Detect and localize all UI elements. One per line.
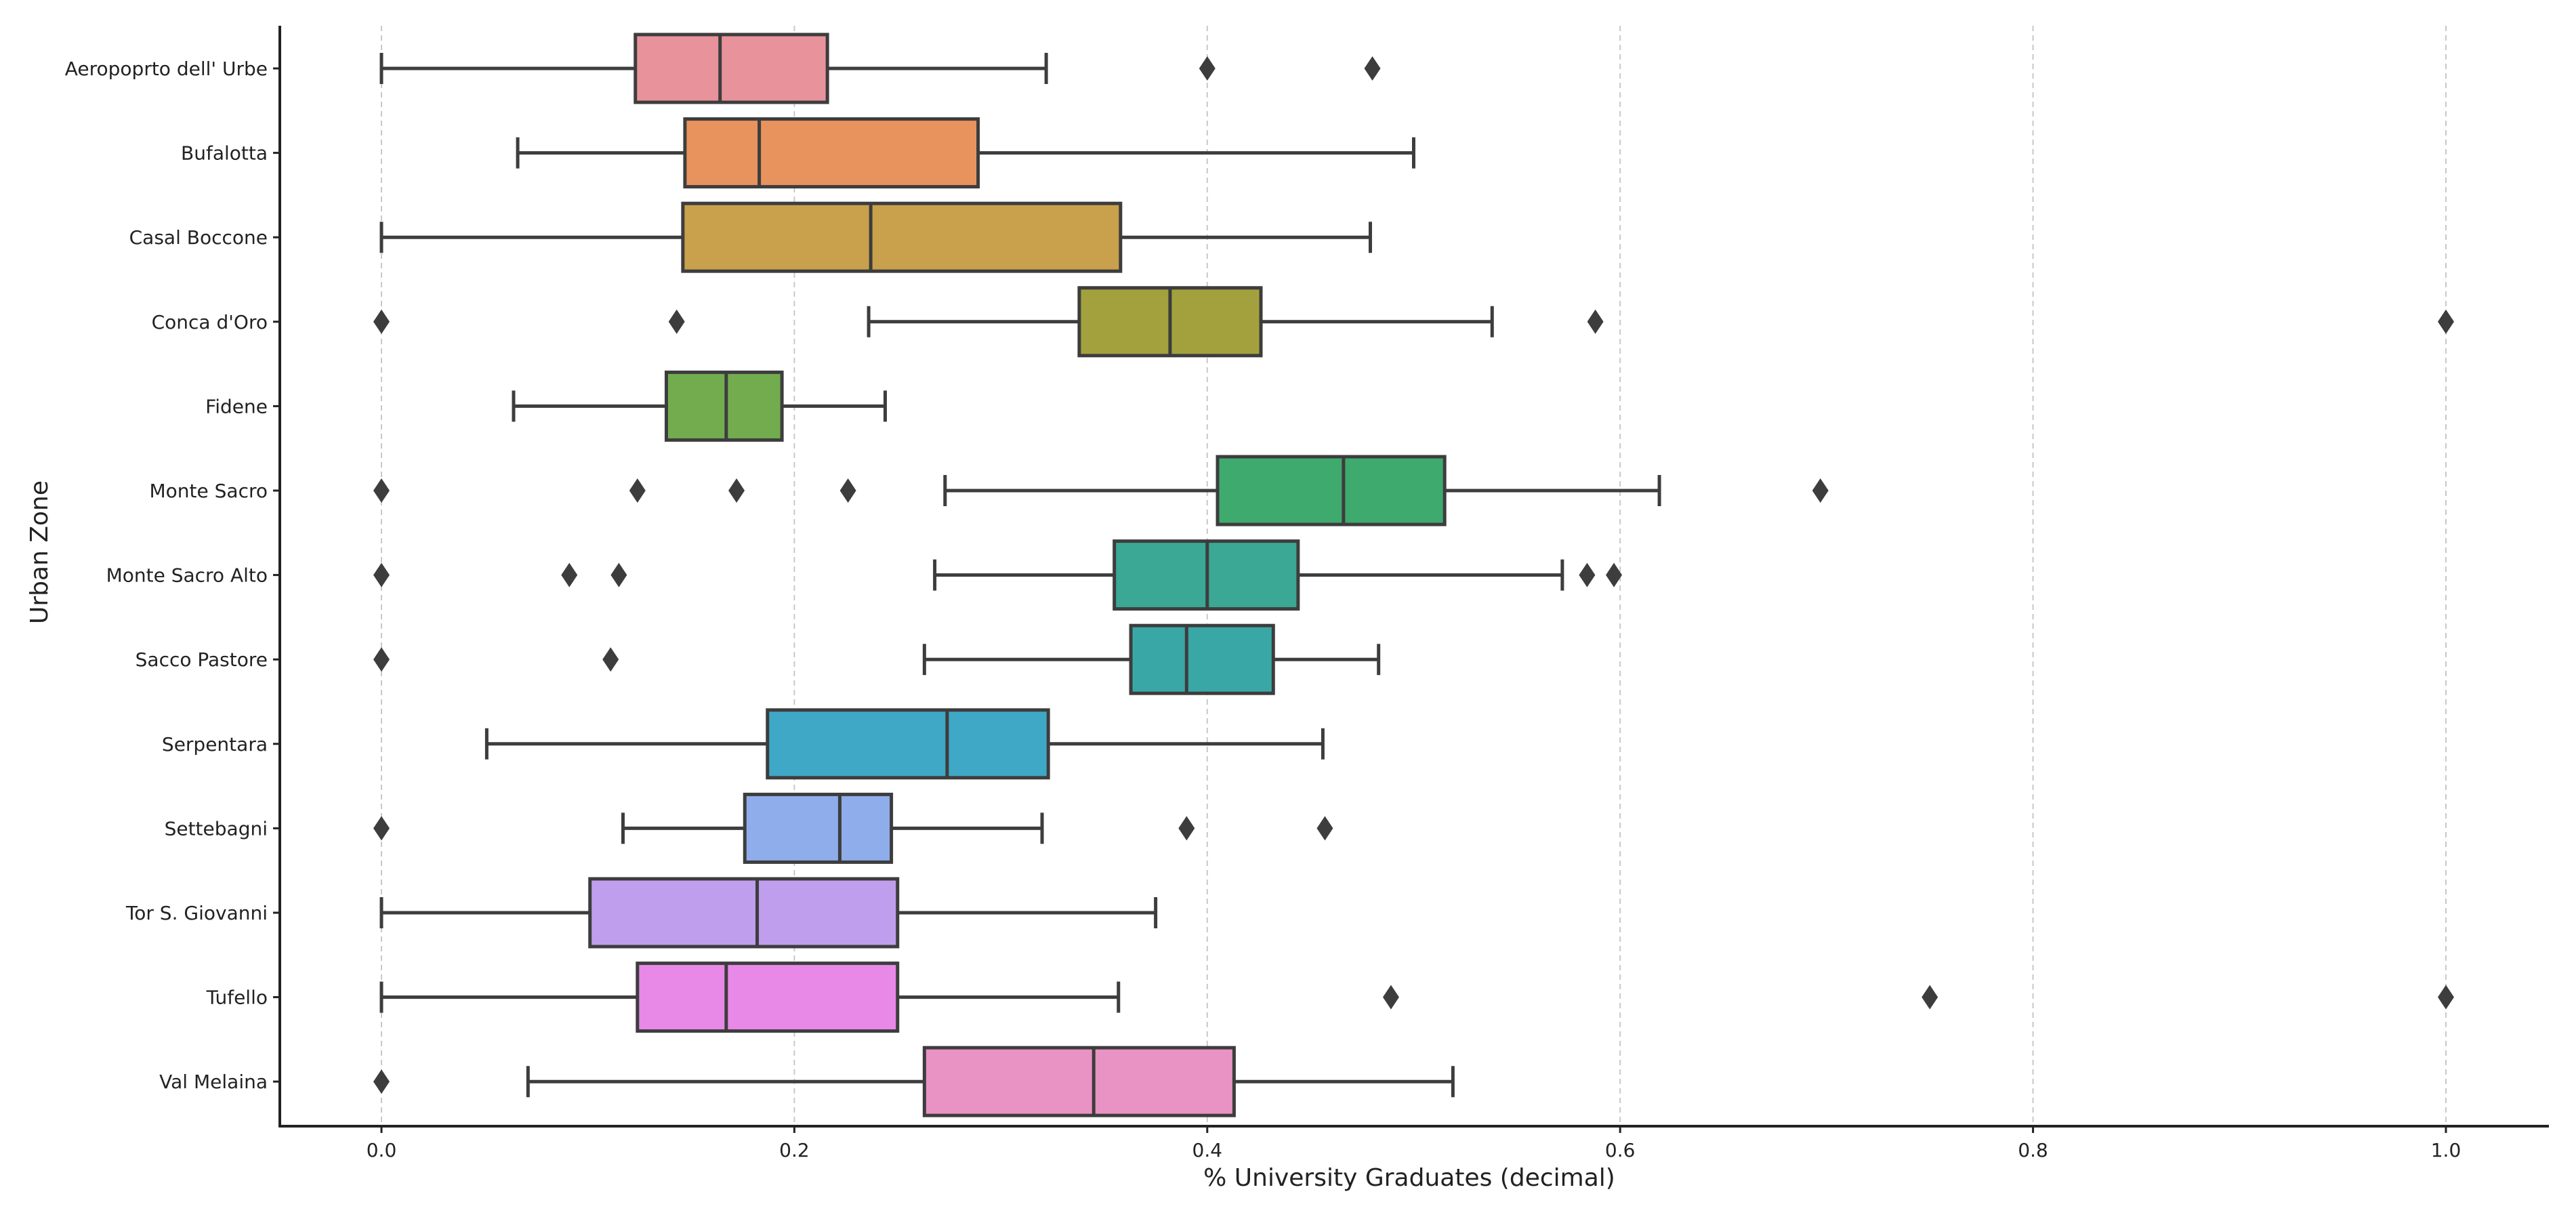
outlier-point	[1587, 309, 1604, 334]
box-series	[373, 33, 2454, 1117]
x-axis-label: % University Graduates (decimal)	[1203, 1164, 1615, 1192]
box-group	[373, 455, 1829, 526]
iqr-box	[633, 33, 829, 104]
outlier-point	[2438, 985, 2454, 1010]
y-tick-label: Sacco Pastore	[136, 648, 268, 671]
box-group	[373, 286, 2454, 358]
outlier-point	[1382, 985, 1399, 1010]
y-tick-label: Fidene	[205, 395, 268, 417]
axes	[278, 26, 2549, 1128]
y-tick-label: Aeropoprto dell' Urbe	[65, 58, 268, 80]
box-group	[379, 877, 1158, 949]
outlier-point	[2438, 309, 2454, 334]
outlier-point	[839, 478, 856, 503]
x-tick-label: 0.6	[1605, 1139, 1636, 1161]
y-tick-label: Serpentara	[162, 733, 268, 756]
iqr-box	[588, 877, 900, 949]
iqr-box	[1129, 623, 1275, 695]
outlier-point	[1178, 816, 1195, 841]
outlier-point	[373, 478, 390, 503]
outlier-point	[373, 1069, 390, 1094]
y-tick-label: Val Melaina	[159, 1071, 268, 1093]
outlier-point	[561, 562, 578, 587]
y-axis-label: Urban Zone	[26, 480, 54, 624]
y-tick-label: Monte Sacro	[150, 480, 268, 502]
y-tick-label: Bufalotta	[181, 142, 268, 165]
outlier-point	[602, 647, 619, 672]
outlier-point	[1921, 985, 1938, 1010]
x-axis-ticks: 0.0 0.2 0.4 0.6 0.8 1.0	[367, 1126, 2461, 1161]
outlier-point	[1579, 562, 1596, 587]
y-tick-label: Casal Boccone	[129, 226, 268, 249]
box-group	[484, 708, 1325, 780]
y-tick-label: Monte Sacro Alto	[106, 564, 268, 587]
y-tick-label: Settebagni	[165, 817, 268, 840]
x-tick-label: 0.8	[2018, 1139, 2048, 1161]
x-tick-label: 0.2	[779, 1139, 810, 1161]
box-group	[373, 539, 1623, 611]
box-group	[379, 33, 1381, 104]
outlier-point	[1812, 478, 1829, 503]
y-tick-label: Conca d'Oro	[152, 311, 268, 333]
iqr-box	[636, 962, 900, 1033]
outlier-point	[629, 478, 646, 503]
box-group	[373, 792, 1333, 864]
outlier-point	[1364, 56, 1381, 81]
iqr-box	[664, 370, 784, 442]
box-group	[516, 117, 1415, 189]
outlier-point	[1606, 562, 1623, 587]
y-tick-label: Tor S. Giovanni	[125, 902, 268, 924]
y-tick-label: Tufello	[206, 987, 268, 1009]
outlier-point	[373, 816, 390, 841]
iqr-box	[922, 1046, 1236, 1117]
outlier-point	[1316, 816, 1333, 841]
outlier-point	[373, 647, 390, 672]
x-tick-label: 0.4	[1192, 1139, 1223, 1161]
y-axis-ticks: Aeropoprto dell' Urbe Bufalotta Casal Bocc…	[65, 58, 280, 1093]
box-group	[373, 623, 1381, 695]
outlier-point	[373, 562, 390, 587]
box-group	[379, 201, 1373, 273]
iqr-box	[743, 792, 894, 864]
outlier-point	[373, 309, 390, 334]
x-tick-label: 0.0	[367, 1139, 397, 1161]
outlier-point	[1199, 56, 1216, 81]
iqr-box	[683, 117, 980, 189]
iqr-box	[1216, 455, 1447, 526]
box-group	[512, 370, 887, 442]
box-group	[379, 962, 2454, 1033]
box-group	[373, 1046, 1455, 1117]
outlier-point	[668, 309, 685, 334]
outlier-point	[728, 478, 745, 503]
outlier-point	[610, 562, 627, 587]
iqr-box	[681, 201, 1123, 273]
x-tick-label: 1.0	[2431, 1139, 2461, 1161]
iqr-box	[766, 708, 1050, 780]
